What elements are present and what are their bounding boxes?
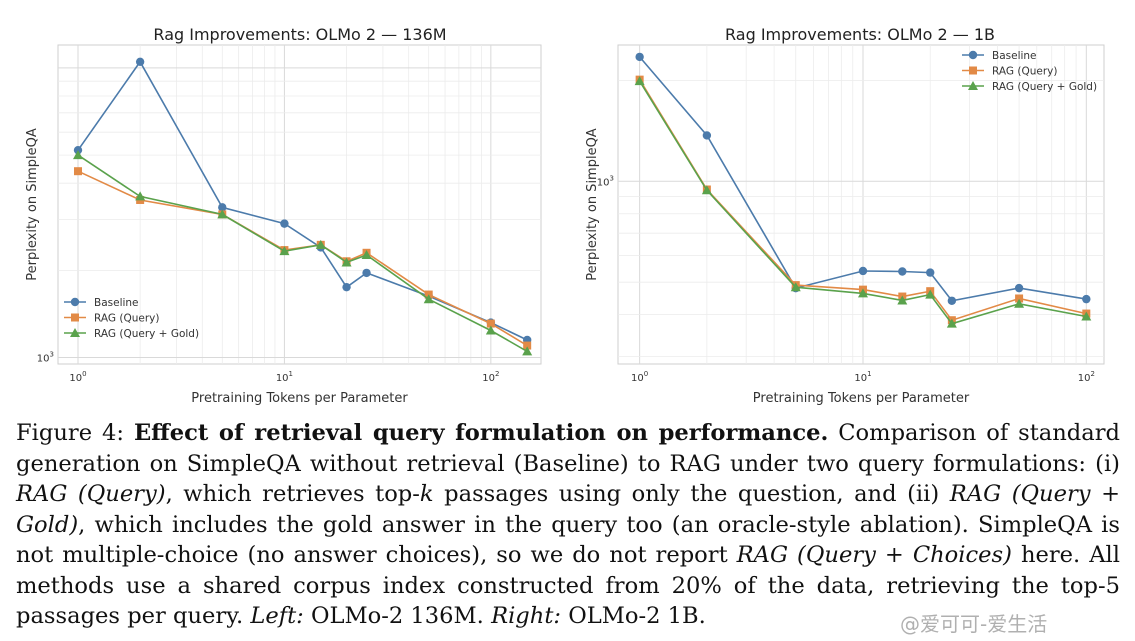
caption-text-1: Comparison of standard generation on Sim…: [16, 420, 1121, 477]
caption-text-5: here. All methods use a shared corpus in…: [16, 542, 1121, 629]
data-point: [1014, 283, 1024, 293]
data-point: [361, 249, 372, 259]
data-point: [423, 294, 434, 304]
data-point: [342, 282, 351, 292]
x-tick-label: 100: [631, 370, 648, 384]
data-point: [135, 191, 146, 201]
plot-area: [57, 44, 542, 365]
caption-italic-1: RAG (Query): [16, 481, 166, 507]
caption-text-7: OLMo-2 1B.: [568, 603, 706, 629]
data-point: [897, 295, 908, 305]
data-point: [635, 52, 644, 62]
data-point: [486, 319, 495, 328]
data-point: [280, 219, 289, 228]
caption-bold-title: Effect of retrieval query formulation on…: [133, 420, 829, 446]
data-point: [1081, 311, 1092, 321]
data-point: [522, 346, 533, 356]
legend: Baseline RAG (Query) RAG (Query + Gold): [962, 50, 1097, 93]
x-axis-label: Pretraining Tokens per Parameter: [191, 391, 408, 405]
data-point: [485, 325, 496, 335]
caption-italic-2: k: [419, 481, 434, 507]
legend-label: RAG (Query): [992, 66, 1057, 78]
data-point: [634, 76, 645, 86]
data-point: [857, 288, 868, 298]
y-axis-label: Perplexity on SimpleQA: [25, 128, 40, 281]
caption-italic-3: RAG (Query + Gold): [16, 481, 1120, 538]
x-tick-label: 102: [482, 370, 499, 384]
data-point: [523, 341, 532, 350]
data-point: [1014, 298, 1025, 308]
series-baseline: [635, 52, 1091, 305]
data-point: [947, 296, 957, 305]
figure-label: Figure 4:: [16, 420, 125, 446]
legend-marker: [968, 50, 978, 60]
chart-title: Rag Improvements: OLMo 2 — 1B: [725, 25, 995, 44]
data-point: [362, 268, 371, 278]
caption-text-3: passages using only the question, and (i…: [444, 481, 940, 507]
legend-marker: [969, 66, 977, 75]
y-tick-label: 103: [597, 174, 614, 188]
caption-text-6: OLMo-2 136M.: [310, 603, 484, 629]
caption-text-4: , which includes the gold answer in the …: [16, 511, 1120, 569]
data-point: [217, 209, 228, 219]
data-point: [74, 167, 83, 176]
y-tick-label: 103: [37, 351, 54, 365]
data-point: [790, 282, 801, 292]
data-point: [315, 239, 326, 249]
data-point: [218, 203, 227, 212]
data-point: [898, 267, 907, 276]
chart-panel-1: 100 101 102 103 Rag Improvements: OLMo 2 — 1…: [25, 25, 542, 405]
legend-marker: [71, 313, 79, 322]
chart-title: Rag Improvements: OLMo 2 — 136M: [153, 25, 446, 44]
data-point: [341, 257, 352, 267]
legend-marker: [70, 297, 80, 307]
plot-area: [617, 44, 1105, 365]
x-tick-label: 100: [69, 370, 86, 384]
x-axis-label: Pretraining Tokens per Parameter: [753, 391, 970, 405]
x-tick-label: 101: [276, 370, 293, 384]
data-point: [926, 268, 935, 277]
x-tick-label: 101: [854, 370, 871, 384]
data-point: [946, 318, 957, 328]
legend-label: RAG (Query + Gold): [94, 328, 199, 340]
watermark: @爱可可-爱生活: [900, 612, 1048, 636]
data-point: [1082, 294, 1091, 304]
legend-label: Baseline: [94, 297, 139, 309]
data-point: [925, 289, 936, 299]
data-point: [702, 131, 712, 140]
caption-italic-4: RAG (Query + Choices): [736, 542, 1012, 568]
data-point: [1015, 294, 1024, 303]
data-point: [279, 246, 290, 256]
data-point: [858, 266, 868, 276]
legend-marker: [70, 328, 80, 337]
x-tick-label: 102: [1078, 370, 1095, 384]
legend-label: RAG (Query + Gold): [992, 81, 1097, 93]
data-point: [73, 150, 84, 160]
series-rag-query-gold-: [73, 150, 533, 356]
caption-italic-5: Left:: [250, 603, 304, 629]
legend: Baseline RAG (Query) RAG (Query + Gold): [64, 297, 199, 340]
data-point: [135, 57, 145, 66]
series-rag-query-gold-: [634, 76, 1092, 328]
figure-caption: Figure 4: Effect of retrieval query form…: [16, 418, 1120, 632]
caption-italic-6: Right:: [491, 603, 562, 629]
legend-label: Baseline: [992, 50, 1037, 62]
series-line: [77, 154, 528, 353]
caption-text-2: , which retrieves top-: [165, 481, 420, 507]
legend-label: RAG (Query): [94, 313, 159, 325]
y-axis-label: Perplexity on SimpleQA: [585, 128, 600, 281]
data-point: [701, 185, 712, 195]
figure-charts: 100 101 102 103 Rag Improvements: OLMo 2 — 1…: [25, 25, 1105, 405]
legend-marker: [968, 81, 978, 90]
chart-panel-2: 100 101 102 103 Rag Improvements: OLMo 2 — 1…: [585, 25, 1105, 405]
